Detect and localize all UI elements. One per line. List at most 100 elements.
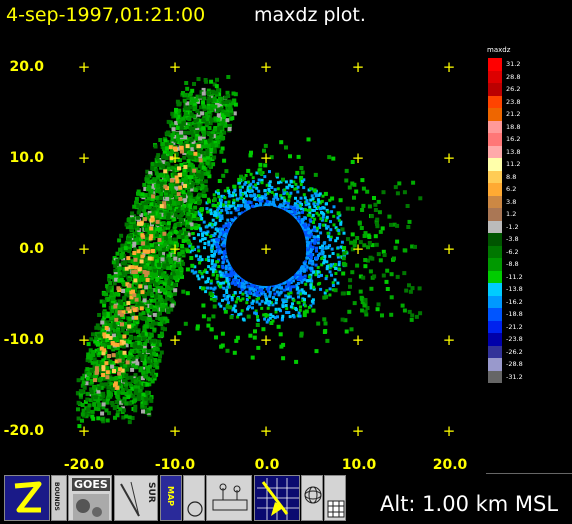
legend-color-swatch (488, 145, 502, 158)
legend-color-swatch (488, 220, 502, 233)
legend-level-label: -28.8 (506, 360, 523, 368)
grid-button[interactable] (324, 475, 346, 521)
legend-color-swatch (488, 133, 502, 146)
cross-section-button[interactable] (254, 475, 300, 521)
legend-level-label: 1.2 (506, 210, 517, 218)
satellite-icon: GOES (72, 478, 110, 491)
legend-color-swatch (488, 320, 502, 333)
radar-echo-layer (75, 75, 423, 429)
y-tick-label: -10.0 (3, 332, 44, 348)
grid-plus-marker: + (443, 422, 456, 440)
legend-color-swatch (488, 333, 502, 346)
legend-level-label: -8.8 (506, 260, 519, 268)
legend-color-swatch (488, 95, 502, 108)
radar-reflectivity-image: + + + + + + + + + + + + + + + + + + + + + + + + + (75, 58, 456, 440)
legend-color-swatch (488, 358, 502, 371)
grid-plus-marker: + (78, 149, 91, 167)
grid-plus-marker: + (78, 58, 91, 76)
legend-color-swatch (488, 233, 502, 246)
grid-plus-marker: + (443, 240, 456, 258)
legend-divider (486, 473, 572, 474)
legend-color-swatch (488, 245, 502, 258)
grid-plus-marker: + (352, 149, 365, 167)
bounds-tool-button[interactable]: BOUNDS (51, 475, 67, 521)
y-tick-label: -20.0 (3, 423, 44, 439)
legend-color-swatch (488, 120, 502, 133)
legend-level-label: -21.2 (506, 322, 523, 331)
grid-crosshairs: + + + + + + + + + + + + + + + + + + + + + + + + + (78, 58, 456, 440)
grid-plus-marker: + (443, 331, 456, 349)
legend-color-swatch (488, 308, 502, 321)
legend-level-label: -16.2 (506, 297, 523, 306)
x-tick-label: -20.0 (63, 457, 105, 473)
grid-plus-marker: + (352, 58, 365, 76)
y-tick-label: 20.0 (9, 59, 44, 75)
map-button[interactable]: MAP (160, 475, 182, 521)
x-tick-label: 10.0 (341, 457, 377, 473)
x-tick-label: -10.0 (154, 457, 196, 473)
legend-color-swatch (488, 370, 502, 383)
grid-plus-marker: + (78, 240, 91, 258)
legend-color-swatch (488, 83, 502, 96)
legend-level-label: 21.2 (506, 110, 521, 118)
legend-level-label: -23.8 (506, 335, 523, 343)
sur-button[interactable]: SUR (114, 475, 158, 521)
plot-name: maxdz plot. (254, 4, 366, 26)
legend-color-swatch (488, 270, 502, 283)
grid-plus-marker: + (78, 331, 91, 349)
grid-plus-marker: + (352, 240, 365, 258)
legend-color-swatch (488, 195, 502, 208)
grid-plus-marker: + (169, 58, 182, 76)
legend-level-label: 6.2 (506, 185, 517, 193)
legend-level-label: 13.8 (506, 147, 521, 156)
color-legend-bar (488, 58, 502, 383)
legend-level-label: 23.8 (506, 97, 521, 106)
grid-plus-marker: + (443, 149, 456, 167)
legend-level-label: 18.8 (506, 122, 521, 131)
grid-plus-marker: + (260, 240, 273, 258)
y-tick-label: 10.0 (9, 150, 44, 166)
grid-plus-marker: + (260, 149, 273, 167)
legend-color-swatch (488, 295, 502, 308)
legend-level-label: 31.2 (506, 60, 521, 68)
circle-button[interactable] (183, 475, 205, 521)
cross-section-icon (257, 478, 299, 520)
bounds-icon: BOUNDS (53, 482, 60, 511)
zoom-tool-button[interactable] (4, 475, 50, 521)
x-tick-label: 0.0 (254, 457, 280, 473)
altitude-readout: Alt: 1.00 km MSL (380, 492, 559, 516)
goes-ir-button[interactable]: GOES (68, 475, 112, 521)
grid-plus-marker: + (352, 331, 365, 349)
legend-level-label: 3.8 (506, 197, 517, 206)
mesh-ball-button[interactable] (301, 475, 323, 521)
y-tick-label: 0.0 (19, 241, 44, 257)
station-icon (212, 483, 248, 511)
x-tick-label: 20.0 (432, 457, 468, 473)
grid-plus-marker: + (260, 58, 273, 76)
legend-level-label: 28.8 (506, 72, 521, 81)
legend-color-swatch (488, 345, 502, 358)
legend-color-swatch (488, 183, 502, 196)
legend-level-label: -3.8 (506, 235, 519, 243)
legend-level-label: 11.2 (506, 160, 521, 168)
legend-level-label: -11.2 (506, 272, 523, 281)
radar-beam-icon (120, 481, 140, 517)
grid-plus-marker: + (443, 58, 456, 76)
legend-color-swatch (488, 208, 502, 221)
station-button[interactable] (206, 475, 252, 521)
legend-title: maxdz (487, 46, 511, 54)
legend-color-swatch (488, 58, 502, 71)
radar-blind-zone (226, 206, 306, 286)
legend-level-label: 8.8 (506, 172, 517, 181)
grid-plus-marker: + (78, 422, 91, 440)
tool-palette: BOUNDS GOES SUR MAP (0, 473, 350, 524)
grid-plus-marker: + (352, 422, 365, 440)
legend-level-label: 26.2 (506, 85, 521, 93)
satellite-image-icon (73, 494, 109, 520)
z-icon (14, 481, 42, 513)
legend-color-swatch (488, 70, 502, 83)
legend-level-label: -31.2 (506, 372, 523, 381)
legend-level-label: 16.2 (506, 135, 521, 143)
grid-icon (327, 500, 345, 518)
legend-color-swatch (488, 258, 502, 271)
